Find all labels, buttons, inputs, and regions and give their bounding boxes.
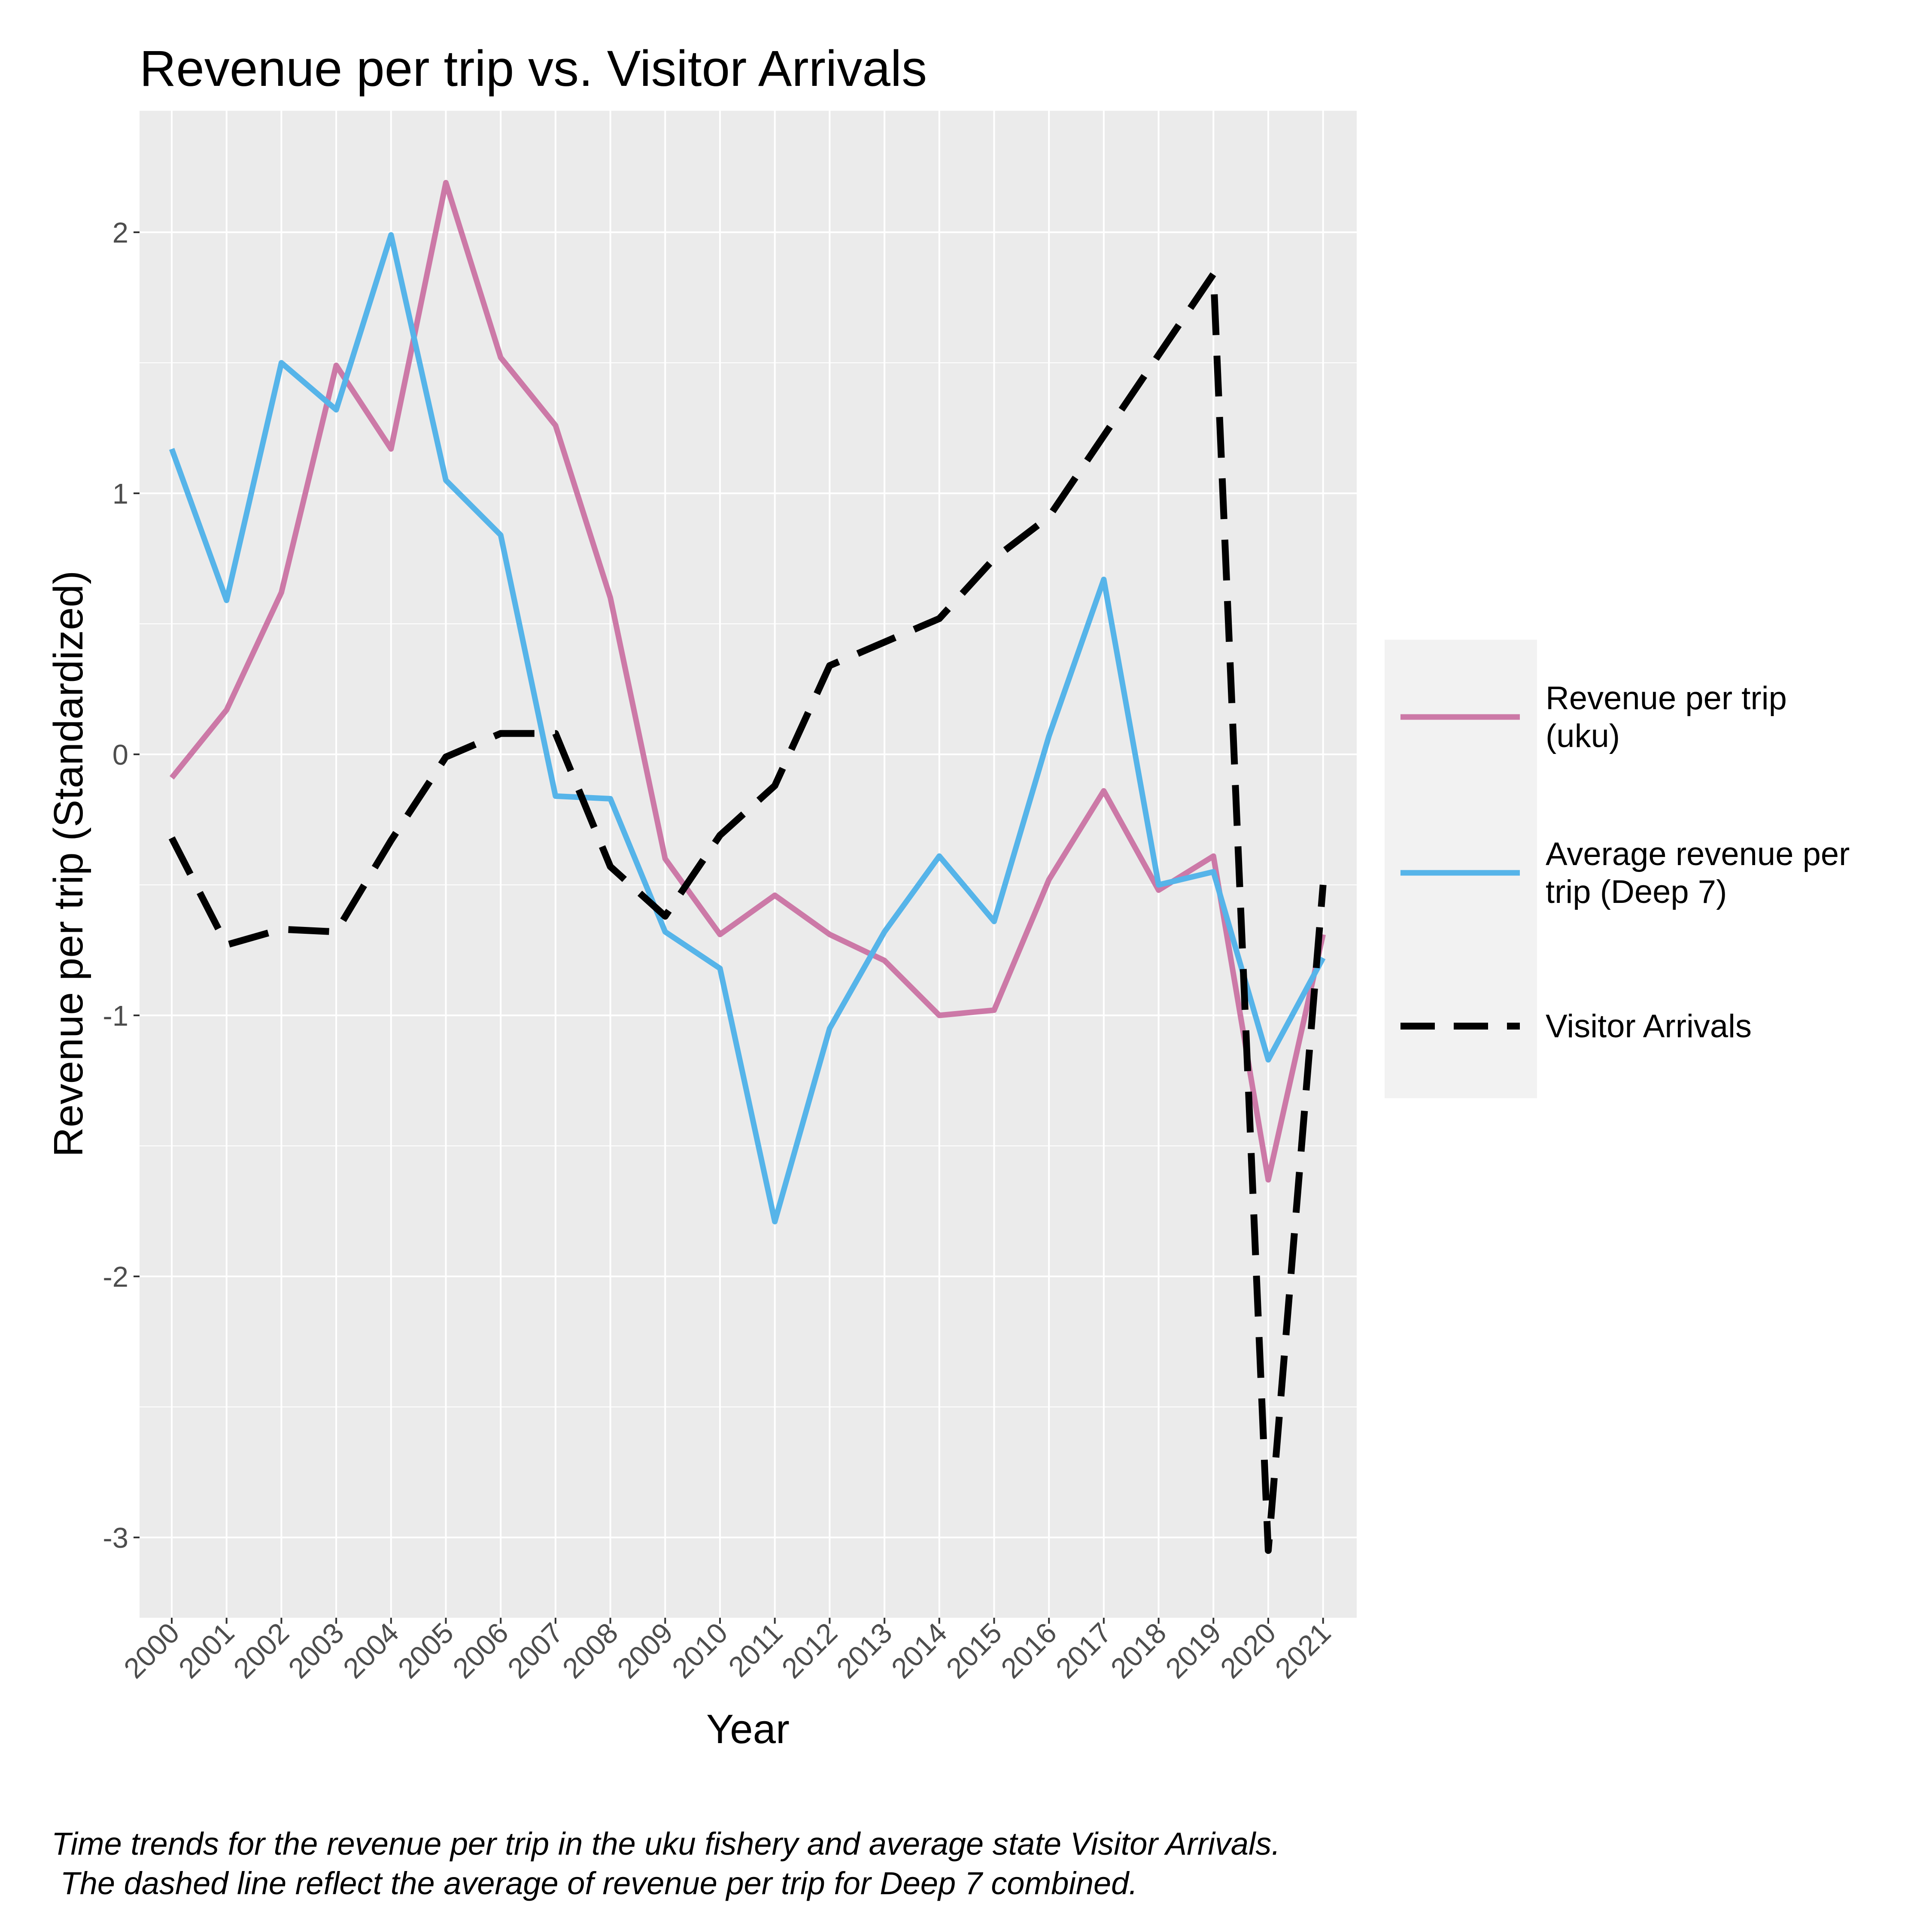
caption-line: Time trends for the revenue per trip in … xyxy=(52,1826,1280,1862)
y-tick-label: -1 xyxy=(103,1000,128,1032)
legend-label-2: Visitor Arrivals xyxy=(1546,1008,1752,1045)
legend-label-line: Visitor Arrivals xyxy=(1546,1008,1752,1045)
y-tick-label: -3 xyxy=(103,1522,128,1554)
x-axis-title: Year xyxy=(706,1706,790,1752)
y-tick-label: -2 xyxy=(103,1261,128,1293)
figure-caption: Time trends for the revenue per trip in … xyxy=(52,1826,1280,1901)
legend-label-line: (uku) xyxy=(1546,718,1620,754)
legend-label-line: Average revenue per xyxy=(1546,836,1850,872)
series-line-0 xyxy=(169,180,1326,1183)
legend: Revenue per trip (uku) Average revenue per… xyxy=(1385,640,1850,1098)
y-tick-label: 0 xyxy=(112,739,128,771)
chart-title: Revenue per trip vs. Visitor Arrivals xyxy=(140,40,927,97)
y-axis-title: Revenue per trip (Standardized) xyxy=(46,571,91,1157)
legend-label-line: trip (Deep 7) xyxy=(1546,874,1727,910)
series-line-1 xyxy=(169,232,1326,1224)
legend-label-1: Average revenue per trip (Deep 7) xyxy=(1546,836,1850,910)
legend-label-line: Revenue per trip xyxy=(1546,680,1787,717)
y-tick-label: 2 xyxy=(112,217,128,249)
series-lines xyxy=(168,180,1327,1554)
series-line-2 xyxy=(168,270,1327,1554)
caption-line: The dashed line reflect the average of r… xyxy=(52,1865,1138,1901)
y-tick-label: 1 xyxy=(112,478,128,510)
gridlines xyxy=(140,111,1357,1618)
legend-label-0: Revenue per trip (uku) xyxy=(1546,680,1787,754)
